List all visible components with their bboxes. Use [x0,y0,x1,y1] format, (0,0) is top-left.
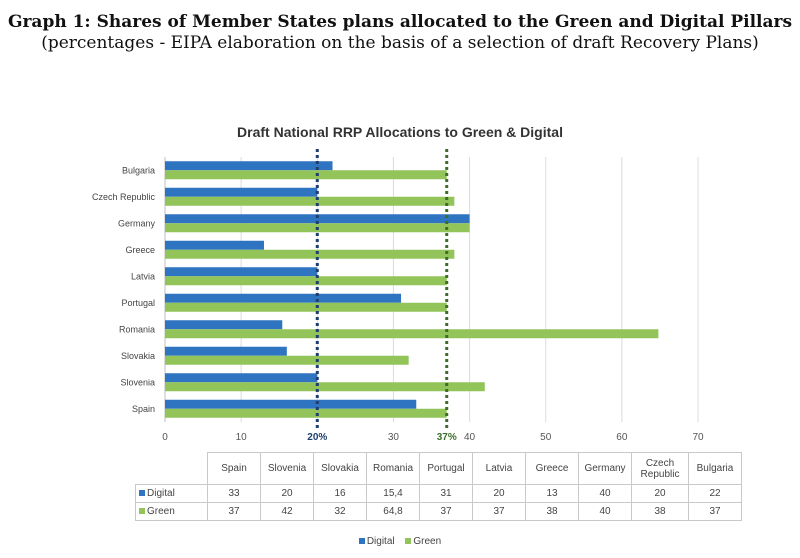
bar-digital [165,399,417,409]
table-cell: 13 [525,484,579,503]
table-header-row: Spain Slovenia Slovakia Romania Portugal Latv… [135,452,742,485]
y-tick-label: Slovenia [120,377,155,387]
x-tick-label: 50 [540,432,552,443]
bar-chart: Draft National RRP Allocations to Green … [92,124,704,443]
y-tick-label: Portugal [121,298,155,308]
x-tick-label: 60 [616,432,628,443]
legend-item-green: Green [405,536,441,547]
bar-green [165,302,447,312]
y-tick-label: Romania [119,324,155,334]
caption-bold: Graph 1: Shares of Member States plans a… [7,12,793,32]
table-cell: 38 [631,502,689,521]
digital-swatch [139,490,145,497]
table-cell: 37 [419,502,473,521]
y-tick-label: Greece [125,245,155,255]
reference-lines [315,149,449,428]
x-tick-label: 37% [437,432,457,443]
table-cell: 15,4 [366,484,420,503]
bar-digital [165,214,470,224]
x-tick-label: 0 [162,432,168,443]
table-cell: 32 [313,502,367,521]
green-swatch [139,508,145,515]
table-cell: 64,8 [366,502,420,521]
row-label: Digital [147,488,175,499]
table-column-header: Bulgaria [688,452,742,485]
y-tick-label: Spain [132,404,155,414]
table-cell: 40 [578,502,632,521]
table-cell: 31 [419,484,473,503]
table-cell: 37 [472,502,526,521]
legend-item-digital: Digital [358,536,395,547]
bar-green [165,170,447,180]
legend-digital-swatch [358,538,365,545]
table-column-header: Portugal [419,452,473,485]
table-column-header: Czech Republic [631,452,689,485]
y-tick-label: Latvia [131,271,155,281]
table-column-header: Spain [207,452,261,485]
table-column-header: Greece [525,452,579,485]
table-cell: 38 [525,502,579,521]
table-row-green: Green 37 42 32 64,8 37 37 38 40 38 37 [135,502,742,521]
table-cell: 33 [207,484,261,503]
x-axis-labels: 0 10 20% 30 37% 40 50 60 70 [162,432,704,443]
table-cell: 37 [207,502,261,521]
table-row-digital: Digital 33 20 16 15,4 31 20 13 40 20 22 [135,484,742,503]
table-column-header: Slovakia [313,452,367,485]
table-cell: 40 [578,484,632,503]
bar-digital [165,240,264,250]
table-cell: 20 [472,484,526,503]
bar-digital [165,320,283,330]
y-tick-label: Slovakia [121,351,155,361]
chart-bars [165,161,659,418]
bar-green [165,249,455,259]
table-cell: 20 [260,484,314,503]
table-row-label-green: Green [135,502,208,521]
x-tick-label: 70 [692,432,704,443]
x-tick-label: 10 [236,432,248,443]
x-tick-label: 30 [388,432,400,443]
bar-digital [165,346,287,356]
bar-digital [165,161,333,171]
y-axis-labels: Bulgaria Czech Republic Germany Greece Latvi… [92,165,156,414]
y-tick-label: Bulgaria [122,165,155,175]
table-cell: 42 [260,502,314,521]
bar-digital [165,293,402,303]
table-cell: 37 [688,502,742,521]
legend-digital-label: Digital [366,536,395,547]
table-row-label-digital: Digital [135,484,208,503]
row-label: Green [147,506,175,517]
table-corner-cell [135,452,208,485]
caption-normal: (percentages - EIPA elaboration on the b… [41,33,759,53]
x-tick-label: 20% [307,432,327,443]
y-tick-label: Czech Republic [92,192,156,202]
table-cell: 20 [631,484,689,503]
data-table: Spain Slovenia Slovakia Romania Portugal Latv… [135,452,742,521]
legend-green-label: Green [413,536,442,547]
bar-digital [165,373,318,383]
chart-title: Draft National RRP Allocations to Green … [237,124,563,140]
table-cell: 16 [313,484,367,503]
bar-green [165,355,409,365]
table-column-header: Germany [578,452,632,485]
bar-green [165,408,447,418]
table-column-header: Slovenia [260,452,314,485]
table-column-header: Romania [366,452,420,485]
y-tick-label: Germany [118,218,156,228]
chart-legend: Digital Green [0,536,800,547]
bar-digital [165,267,318,277]
table-cell: 22 [688,484,742,503]
bar-green [165,329,659,339]
table-column-header: Latvia [472,452,526,485]
legend-green-swatch [405,538,412,545]
figure-caption: Graph 1: Shares of Member States plans a… [0,12,800,54]
bar-green [165,382,485,392]
bar-green [165,196,455,206]
bar-digital [165,187,318,197]
x-tick-label: 40 [464,432,476,443]
bar-green [165,276,447,286]
